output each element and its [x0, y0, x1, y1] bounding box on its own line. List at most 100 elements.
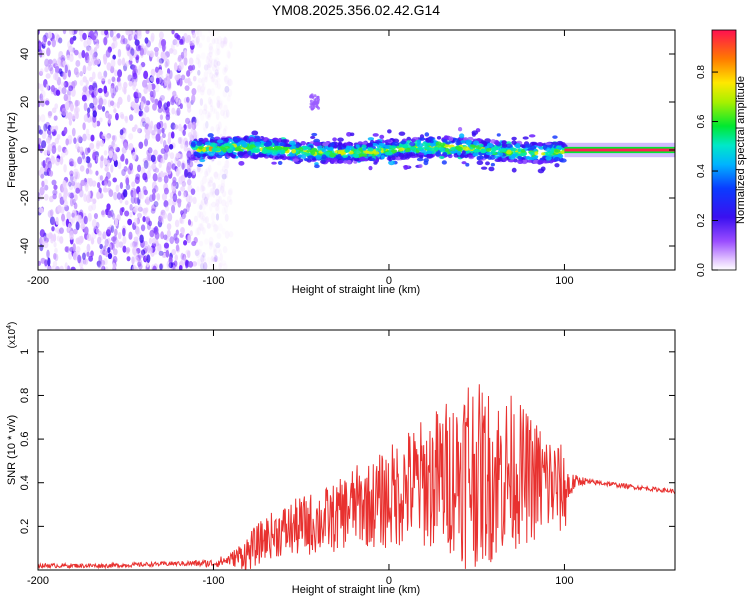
noise-blob: [131, 49, 137, 58]
noise-blob: [104, 166, 109, 172]
noise-blob: [163, 175, 169, 184]
noise-blob: [113, 108, 117, 114]
band-blob: [508, 155, 516, 160]
noise-blob: [114, 85, 119, 93]
band-blob: [460, 154, 465, 159]
noise-blob: [211, 220, 216, 227]
noise-blob: [56, 134, 61, 140]
noise-blob: [39, 48, 43, 58]
band-blob: [390, 145, 397, 149]
band-blob: [499, 148, 507, 152]
noise-blob: [74, 171, 78, 180]
band-blob: [338, 159, 345, 164]
noise-blob: [168, 143, 174, 150]
noise-blob: [210, 256, 215, 262]
noise-blob: [95, 43, 100, 49]
noise-blob: [170, 131, 175, 139]
noise-blob: [81, 151, 86, 160]
noise-blob: [214, 69, 219, 76]
band-blob: [260, 153, 267, 158]
noise-blob: [104, 30, 109, 36]
band-blob: [328, 146, 334, 151]
noise-blob: [212, 244, 217, 253]
noise-blob: [151, 204, 157, 212]
noise-blob: [112, 255, 118, 263]
noise-blob: [199, 89, 205, 96]
noise-blob: [201, 77, 205, 86]
band-blob: [480, 166, 488, 170]
band-blob: [542, 145, 547, 150]
noise-blob: [103, 55, 108, 65]
noise-blob: [47, 266, 52, 270]
y-tick-label: 0.2: [19, 519, 31, 534]
noise-blob: [204, 170, 209, 177]
noise-blob: [223, 67, 228, 73]
noise-blob: [137, 206, 143, 212]
noise-blob: [54, 253, 59, 262]
noise-blob: [177, 136, 182, 145]
noise-blob: [166, 74, 171, 83]
noise-blob: [140, 61, 146, 68]
noise-blob: [174, 237, 180, 244]
noise-blob: [158, 250, 164, 256]
noise-blob: [194, 30, 199, 34]
band-blob: [545, 151, 552, 156]
colorbar-label: Normalized spectral amplitude: [735, 76, 747, 224]
noise-blob: [63, 163, 67, 173]
noise-blob: [219, 185, 225, 194]
band-blob: [197, 163, 203, 167]
noise-blob: [155, 77, 160, 85]
band-blob: [461, 150, 466, 155]
noise-blob: [71, 212, 75, 218]
band-blob: [511, 136, 517, 141]
noise-blob: [222, 89, 228, 98]
noise-blob: [126, 94, 131, 103]
band-blob: [372, 133, 379, 137]
noise-blob: [123, 165, 128, 172]
snr-marks: [38, 384, 675, 570]
noise-blob: [211, 105, 216, 115]
band-blob: [345, 145, 351, 150]
noise-blob: [66, 211, 71, 220]
noise-blob: [58, 50, 64, 60]
snr-scale-exp: 4: [6, 325, 13, 329]
band-blob: [280, 149, 286, 155]
band-blob: [391, 155, 396, 161]
noise-blob: [113, 191, 118, 201]
noise-blob: [208, 179, 213, 187]
noise-blob: [105, 171, 111, 180]
noise-blob: [164, 61, 168, 68]
noise-blob: [224, 168, 229, 175]
band-blob: [271, 150, 278, 155]
noise-blob: [224, 214, 229, 222]
noise-blob: [39, 186, 45, 196]
noise-blob: [218, 195, 223, 205]
noise-blob: [152, 103, 157, 111]
noise-blob: [183, 49, 188, 58]
noise-blob: [208, 164, 212, 173]
noise-blob: [167, 80, 172, 89]
noise-blob: [129, 34, 134, 40]
noise-blob: [186, 96, 190, 103]
noise-blob: [206, 52, 211, 61]
spur-blob: [316, 98, 320, 102]
x-tick-label: 0: [386, 575, 392, 587]
noise-blob: [84, 147, 89, 156]
noise-blob: [119, 181, 124, 189]
x-tick-label: 0: [386, 275, 392, 287]
noise-blob: [225, 201, 230, 208]
band-blob: [511, 140, 517, 145]
noise-blob: [58, 37, 63, 44]
band-blob: [419, 154, 424, 159]
noise-blob: [215, 198, 220, 207]
noise-blob: [51, 179, 57, 186]
band-blob: [233, 138, 239, 144]
band-blob: [470, 144, 475, 148]
noise-blob: [201, 182, 205, 192]
band-blob: [303, 157, 310, 161]
noise-blob: [150, 32, 155, 42]
noise-blob: [39, 236, 43, 246]
noise-blob: [196, 84, 202, 92]
noise-blob: [131, 151, 137, 161]
noise-blob: [155, 133, 161, 142]
